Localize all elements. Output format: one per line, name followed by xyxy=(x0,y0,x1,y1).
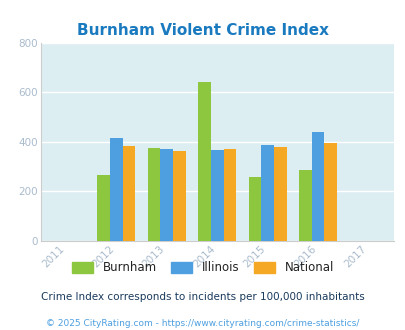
Bar xyxy=(97,175,110,241)
Bar xyxy=(147,148,160,241)
Bar xyxy=(311,132,324,241)
Bar xyxy=(173,151,185,241)
Text: Crime Index corresponds to incidents per 100,000 inhabitants: Crime Index corresponds to incidents per… xyxy=(41,292,364,302)
Bar xyxy=(261,145,273,241)
Bar xyxy=(223,149,236,241)
Bar xyxy=(324,143,336,241)
Text: Burnham Violent Crime Index: Burnham Violent Crime Index xyxy=(77,23,328,38)
Legend: Burnham, Illinois, National: Burnham, Illinois, National xyxy=(67,257,338,279)
Bar xyxy=(122,146,135,241)
Bar xyxy=(110,138,122,241)
Bar xyxy=(248,177,261,241)
Bar xyxy=(273,147,286,241)
Text: © 2025 CityRating.com - https://www.cityrating.com/crime-statistics/: © 2025 CityRating.com - https://www.city… xyxy=(46,319,359,328)
Bar xyxy=(198,82,210,241)
Bar xyxy=(298,170,311,241)
Bar xyxy=(210,150,223,241)
Bar xyxy=(160,149,173,241)
